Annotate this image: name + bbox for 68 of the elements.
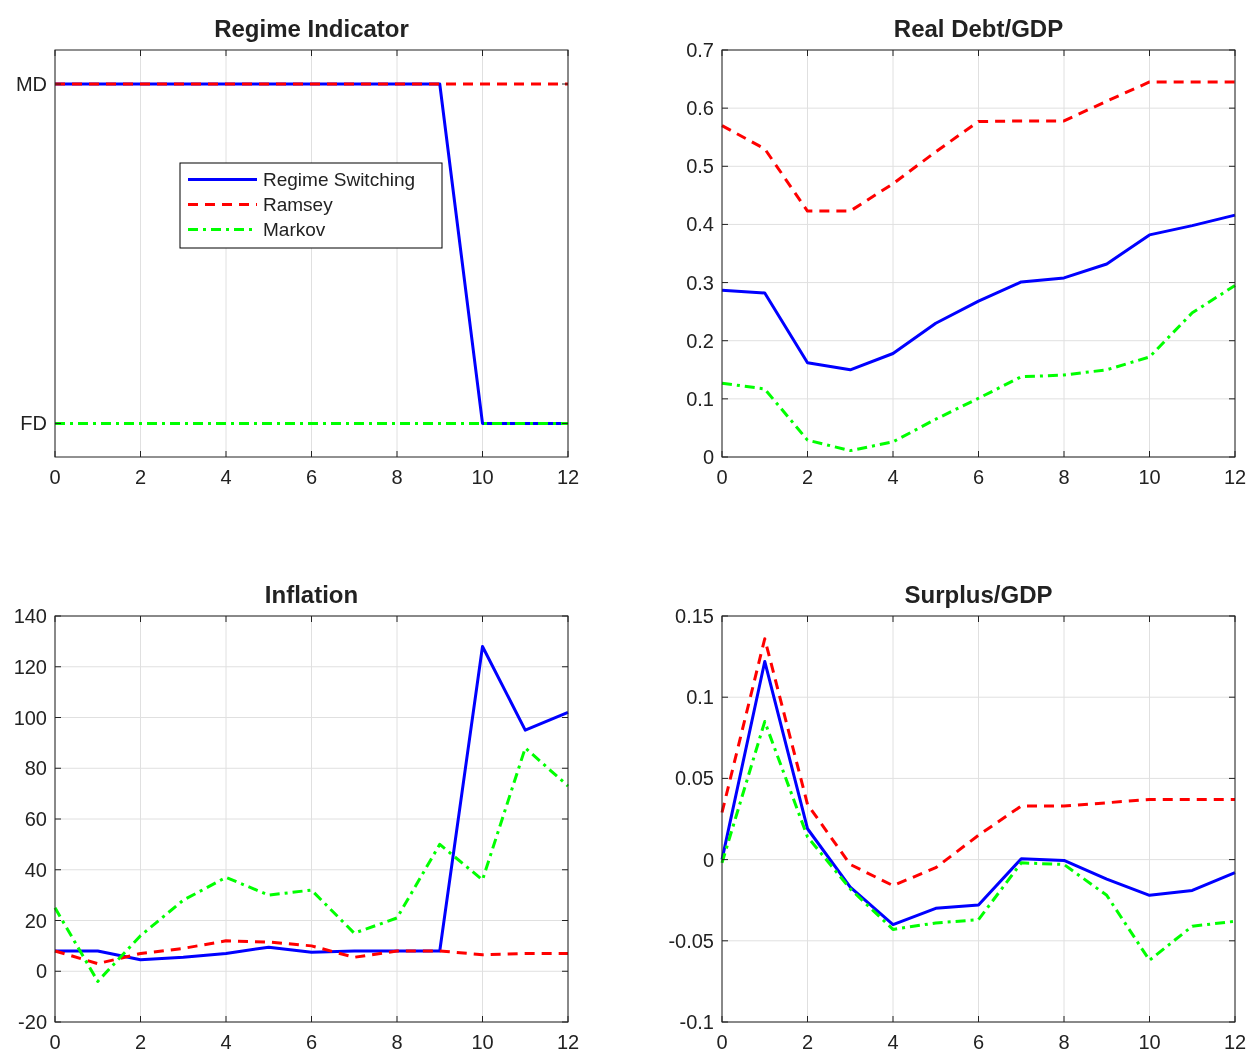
y-tick-label: 120 <box>13 655 47 678</box>
x-tick-label: 12 <box>556 466 580 488</box>
x-tick-label: 0 <box>49 466 61 488</box>
y-tick-label: 0 <box>702 446 714 468</box>
y-tick-label: 20 <box>24 909 47 932</box>
line-series <box>720 659 1237 927</box>
line-series <box>53 746 570 983</box>
x-tick-label: 4 <box>887 1031 899 1053</box>
x-tick-label: 8 <box>1058 466 1070 488</box>
x-tick-label: 8 <box>391 1031 403 1053</box>
x-tick-label: 8 <box>1058 1031 1070 1053</box>
y-tick-label: 0.6 <box>686 97 714 120</box>
legend-label: Regime Switching <box>263 168 416 190</box>
y-tick-label: 100 <box>13 706 47 729</box>
line-series <box>720 283 1237 453</box>
y-tick-label: 0.1 <box>686 387 714 410</box>
x-tick-label: 10 <box>471 1031 494 1053</box>
x-tick-label: 6 <box>305 1031 318 1053</box>
x-tick-label: 6 <box>972 466 985 488</box>
y-tick-label: -20 <box>18 1011 47 1033</box>
y-tick-label: 0.3 <box>686 271 714 294</box>
y-tick-label: 0 <box>35 960 47 983</box>
chart-title: Real Debt/GDP <box>893 15 1064 42</box>
x-tick-label: 12 <box>1223 1031 1247 1053</box>
x-tick-label: 0 <box>49 1031 61 1053</box>
x-tick-label: 4 <box>220 466 232 488</box>
line-series <box>53 939 570 966</box>
line-series <box>720 637 1237 888</box>
x-tick-label: 4 <box>887 466 899 488</box>
y-tick-label: 0.7 <box>686 39 714 61</box>
legend-label: Ramsey <box>263 193 334 215</box>
line-series <box>720 80 1237 213</box>
annotation: FD <box>20 412 47 435</box>
y-tick-label: 60 <box>24 808 47 830</box>
x-tick-label: 8 <box>391 466 403 488</box>
chart-title: Surplus/GDP <box>904 581 1053 608</box>
chart-title: Inflation <box>264 581 359 608</box>
line-series <box>53 644 570 962</box>
y-tick-label: 0.2 <box>686 329 714 352</box>
x-tick-label: 12 <box>556 1031 580 1053</box>
x-tick-label: 12 <box>1223 466 1247 488</box>
x-tick-label: 10 <box>1138 466 1161 488</box>
x-tick-label: 10 <box>471 466 494 488</box>
x-tick-label: 6 <box>305 466 318 488</box>
annotation: MD <box>15 73 47 95</box>
y-tick-label: 0.05 <box>675 767 714 790</box>
x-tick-label: 4 <box>220 1031 232 1053</box>
y-tick-label: -0.05 <box>668 929 714 952</box>
y-tick-label: 0 <box>702 848 714 871</box>
y-tick-label: 0.4 <box>686 213 714 236</box>
x-tick-label: 6 <box>972 1031 985 1053</box>
x-tick-label: 2 <box>801 466 814 488</box>
x-tick-label: 2 <box>134 1031 147 1053</box>
y-tick-label: -0.1 <box>679 1011 714 1033</box>
y-tick-label: 0.15 <box>675 605 714 627</box>
legend-label: Markov <box>263 218 326 240</box>
x-tick-label: 0 <box>716 466 728 488</box>
y-tick-label: 80 <box>24 757 47 780</box>
x-tick-label: 10 <box>1138 1031 1161 1053</box>
x-tick-label: 0 <box>716 1031 728 1053</box>
y-tick-label: 40 <box>24 858 47 881</box>
x-tick-label: 2 <box>134 466 147 488</box>
y-tick-label: 0.1 <box>686 686 714 709</box>
chart-title: Regime Indicator <box>214 15 409 42</box>
y-tick-label: 140 <box>13 605 47 627</box>
x-tick-label: 2 <box>801 1031 814 1053</box>
line-series <box>720 213 1237 372</box>
y-tick-label: 0.5 <box>686 155 714 178</box>
